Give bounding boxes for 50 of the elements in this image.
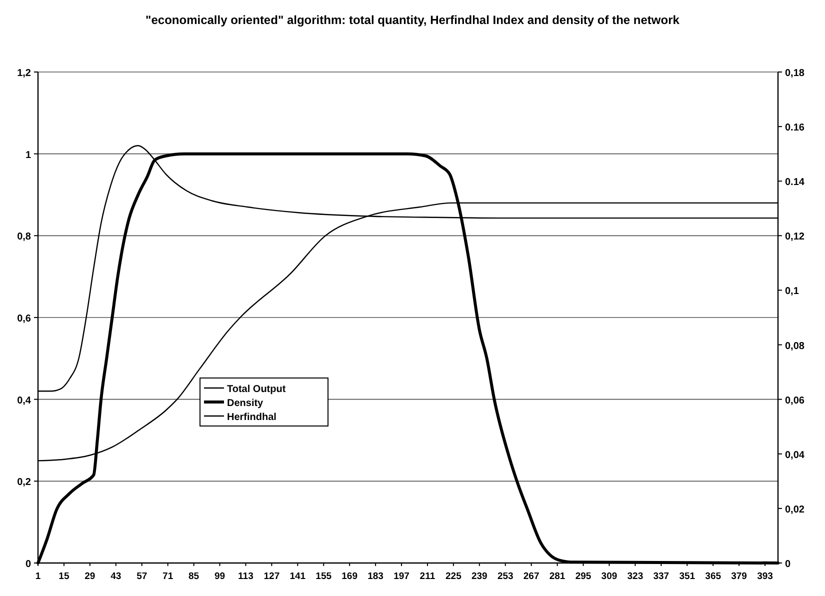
x-tick-label: 281 [549, 571, 566, 582]
y2-tick-label: 0,1 [785, 286, 800, 298]
x-tick-label: 253 [497, 571, 514, 582]
y2-tick-label: 0.14 [785, 177, 805, 188]
x-tick-label: 197 [394, 571, 410, 582]
x-tick-label: 365 [705, 571, 722, 582]
x-tick-label: 57 [136, 571, 148, 582]
x-tick-label: 239 [471, 571, 488, 582]
chart-title: "economically oriented" algorithm: total quantity, Herfindhal Index and density of the network [146, 13, 680, 27]
legend-label: Herfindhal [227, 412, 277, 423]
y2-tick-label: 0,12 [785, 232, 805, 243]
y-tick-label: 0,6 [17, 314, 32, 324]
x-tick-label: 211 [420, 571, 436, 582]
x-tick-label: 127 [264, 571, 280, 582]
x-tick-label: 295 [575, 571, 592, 582]
x-tick-label: 323 [627, 571, 644, 582]
x-tick-label: 113 [238, 571, 254, 582]
x-tick-label: 71 [162, 571, 174, 582]
y2-tick-label: 0,18 [785, 68, 805, 79]
x-tick-label: 225 [446, 571, 462, 582]
x-tick-label: 15 [58, 571, 70, 582]
x-tick-label: 393 [757, 571, 773, 582]
y-tick-label: 0,8 [17, 232, 32, 243]
y-tick-label: 1,2 [17, 68, 32, 79]
y2-tick-label: 0,04 [785, 450, 805, 461]
x-tick-label: 141 [290, 571, 306, 582]
y-tick-label: 0 [25, 559, 32, 570]
x-tick-label: 183 [368, 571, 384, 582]
x-tick-label: 337 [653, 571, 670, 582]
y2-tick-label: 0,02 [785, 504, 805, 516]
x-tick-label: 155 [316, 571, 332, 582]
x-tick-label: 309 [601, 571, 618, 582]
x-tick-label: 169 [342, 571, 358, 582]
y2-tick-label: 0 [785, 559, 791, 570]
x-tick-label: 351 [679, 571, 696, 582]
y2-tick-label: 0,08 [785, 340, 805, 352]
x-tick-label: 1 [35, 571, 42, 582]
legend-label: Density [227, 398, 264, 409]
y-tick-label: 0,4 [17, 395, 32, 406]
x-tick-label: 379 [731, 571, 747, 582]
x-tick-label: 267 [523, 571, 540, 582]
y-tick-label: 0,2 [17, 477, 32, 488]
y2-tick-label: 0.16 [785, 122, 805, 134]
x-tick-label: 99 [214, 571, 226, 582]
y2-tick-label: 0,06 [785, 395, 805, 406]
y-tick-label: 1 [25, 150, 32, 161]
x-tick-label: 85 [188, 571, 200, 582]
x-tick-label: 29 [84, 571, 96, 582]
x-tick-label: 43 [110, 571, 122, 582]
legend-label: Total Output [227, 384, 286, 395]
